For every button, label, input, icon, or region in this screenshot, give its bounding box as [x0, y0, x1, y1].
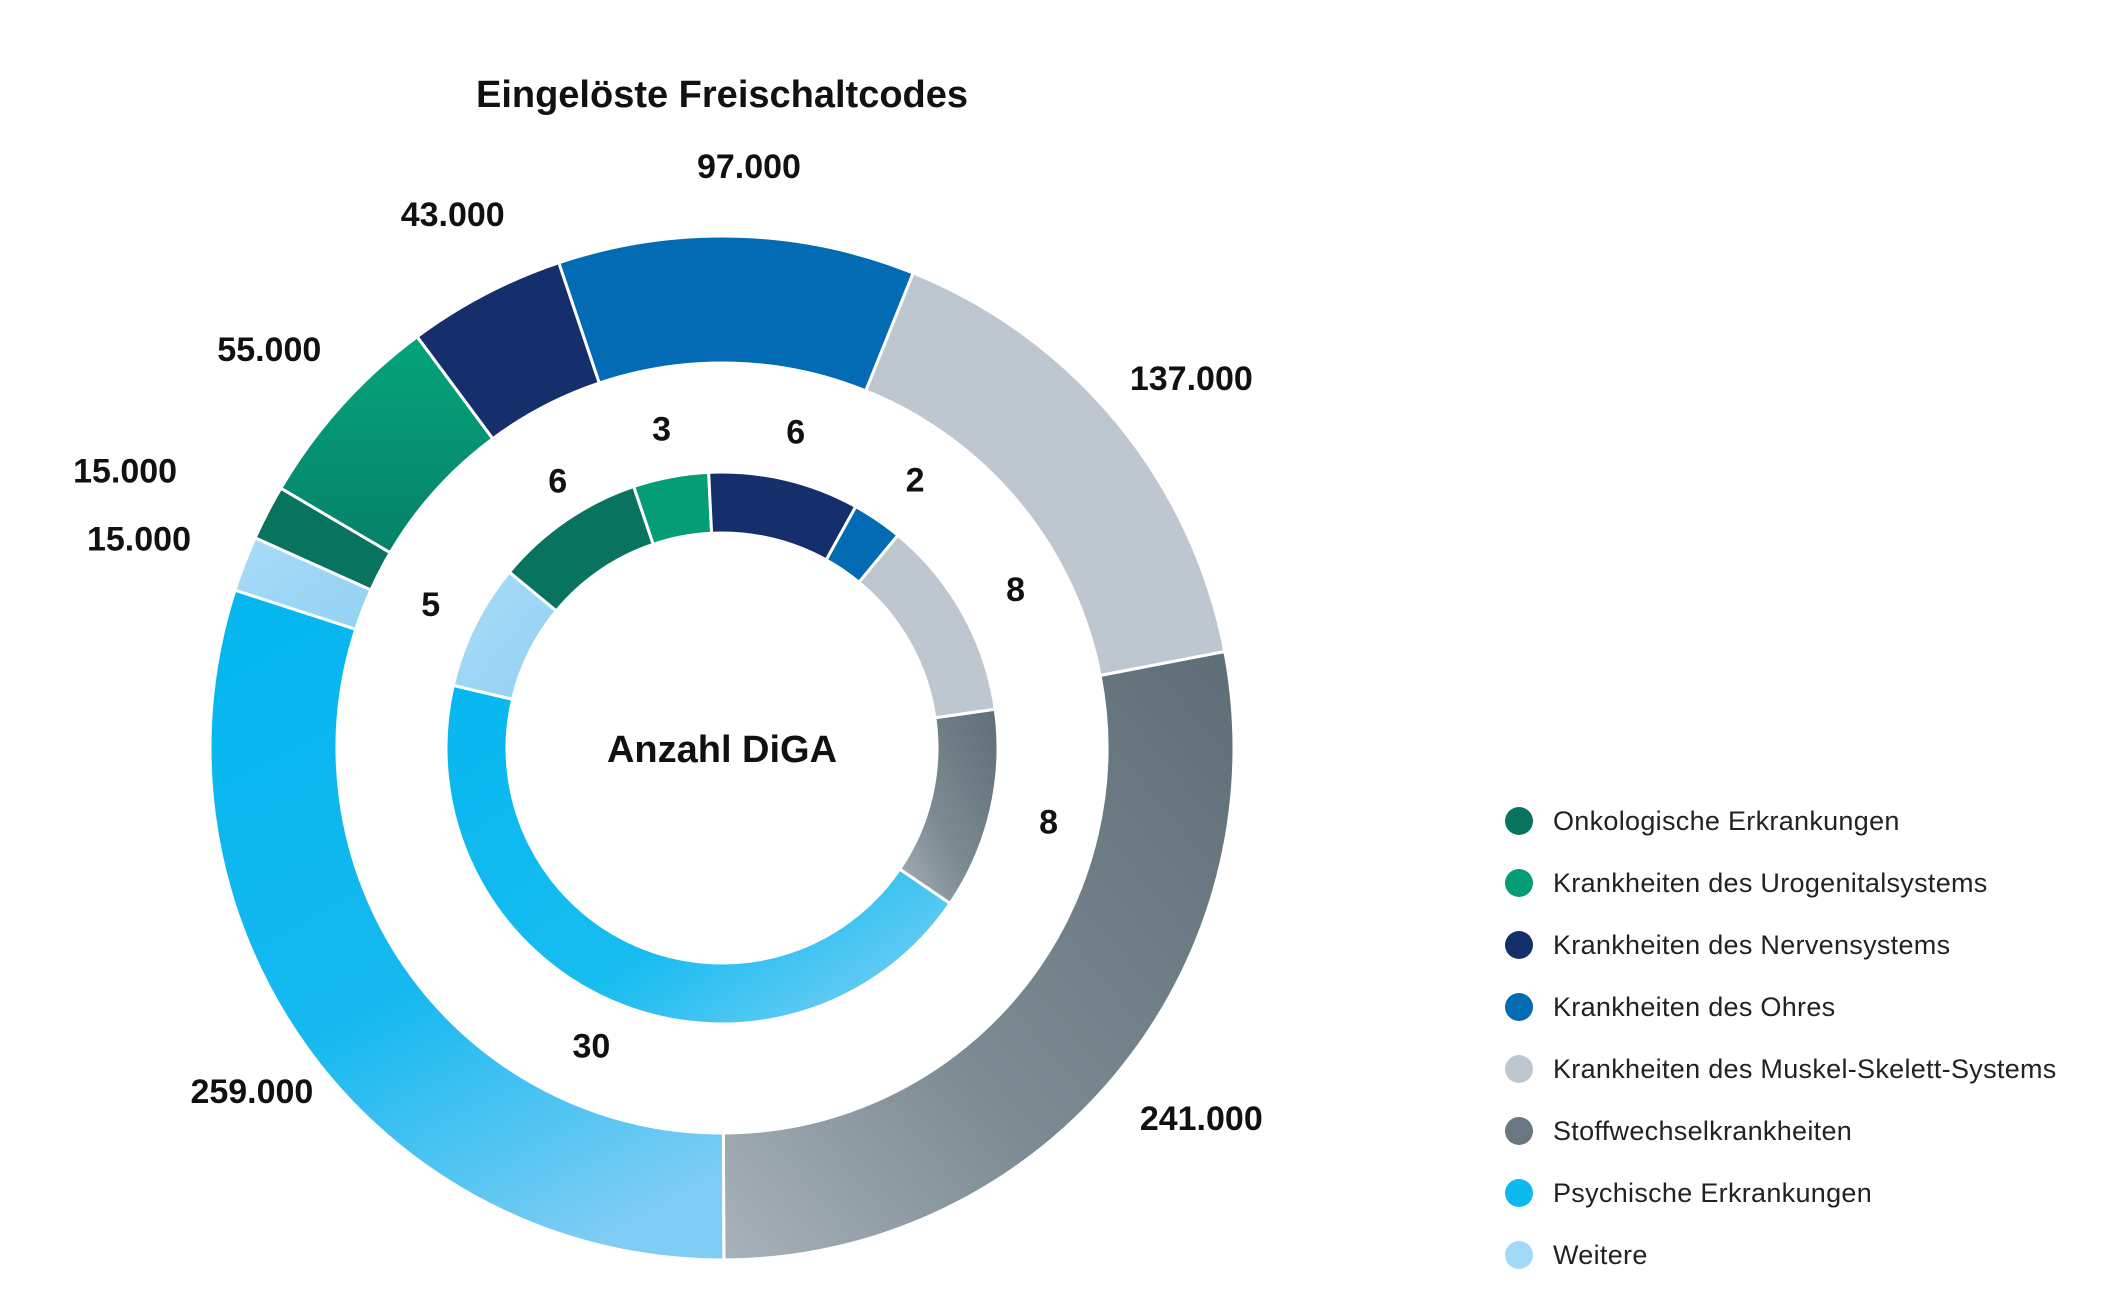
legend-swatch — [1505, 869, 1533, 897]
outer-ring-label-krankheiten-des-muskel-skelett-systems: 137.000 — [1130, 360, 1253, 398]
center-label: Anzahl DiGA — [607, 729, 837, 771]
inner-ring-labels: 6 3 6 2 8 8 30 5 — [421, 411, 1058, 1066]
legend-label: Krankheiten des Ohres — [1553, 991, 1836, 1022]
inner-ring-label-krankheiten-des-nervensystems: 6 — [786, 413, 805, 451]
legend-swatch — [1505, 1117, 1533, 1145]
legend: Onkologische Erkrankungen Krankheiten des… — [1505, 790, 2057, 1286]
outer-ring-label-krankheiten-des-nervensystems: 43.000 — [401, 196, 505, 234]
legend-swatch — [1505, 1055, 1533, 1083]
outer-ring-slice-psychische-erkrankungen — [208, 588, 726, 1262]
inner-ring-slice-psychische-erkrankungen — [444, 683, 953, 1026]
inner-ring-slice-stoffwechselkrankheiten — [897, 707, 1000, 906]
legend-label: Stoffwechselkrankheiten — [1553, 1115, 1853, 1146]
legend-label: Onkologische Erkrankungen — [1553, 805, 1900, 836]
chart-title: Eingelöste Freischaltcodes — [476, 74, 968, 116]
legend-swatch — [1505, 993, 1533, 1021]
inner-ring-label-onkologische-erkrankungen: 6 — [548, 462, 567, 500]
inner-ring-slice-weitere — [451, 570, 559, 702]
legend-swatch — [1505, 1179, 1533, 1207]
outer-ring-label-onkologische-erkrankungen: 15.000 — [73, 453, 177, 491]
legend-label: Krankheiten des Nervensystems — [1553, 929, 1951, 960]
legend-label: Krankheiten des Muskel-Skelett-Systems — [1553, 1053, 2057, 1084]
legend-item-krankheiten-des-ohres: Krankheiten des Ohres — [1505, 976, 2057, 1038]
inner-ring-label-krankheiten-des-urogenitalsystems: 3 — [652, 411, 671, 449]
outer-ring-slice-weitere — [233, 535, 373, 632]
inner-ring-label-stoffwechselkrankheiten: 8 — [1039, 804, 1058, 842]
legend-swatch — [1505, 931, 1533, 959]
outer-ring-label-krankheiten-des-urogenitalsystems: 55.000 — [217, 331, 321, 369]
legend-swatch — [1505, 1241, 1533, 1269]
legend-label: Weitere — [1553, 1239, 1648, 1270]
inner-ring-label-psychische-erkrankungen: 30 — [572, 1028, 610, 1066]
inner-ring-slice-krankheiten-des-muskel-skelett-systems — [856, 533, 997, 720]
inner-ring-label-weitere: 5 — [421, 586, 440, 624]
outer-ring-label-krankheiten-des-ohres: 97.000 — [697, 148, 801, 186]
legend-label: Psychische Erkrankungen — [1553, 1177, 1873, 1208]
legend-item-stoffwechselkrankheiten: Stoffwechselkrankheiten — [1505, 1100, 2057, 1162]
inner-ring — [444, 470, 1000, 1026]
inner-ring-label-krankheiten-des-ohres: 2 — [906, 461, 925, 499]
outer-ring-slice-stoffwechselkrankheiten — [721, 649, 1236, 1262]
legend-swatch — [1505, 807, 1533, 835]
outer-ring-label-psychische-erkrankungen: 259.000 — [190, 1073, 313, 1111]
outer-ring-label-weitere: 15.000 — [87, 521, 191, 559]
legend-item-psychische-erkrankungen: Psychische Erkrankungen — [1505, 1162, 2057, 1224]
legend-item-krankheiten-des-nervensystems: Krankheiten des Nervensystems — [1505, 914, 2057, 976]
legend-item-weitere: Weitere — [1505, 1224, 2057, 1286]
outer-ring-slice-krankheiten-des-ohres — [556, 234, 916, 393]
outer-ring-label-stoffwechselkrankheiten: 241.000 — [1140, 1100, 1263, 1138]
legend-item-krankheiten-des-muskel-skelett-systems: Krankheiten des Muskel-Skelett-Systems — [1505, 1038, 2057, 1100]
legend-label: Krankheiten des Urogenitalsystems — [1553, 867, 1988, 898]
inner-ring-label-krankheiten-des-muskel-skelett-systems: 8 — [1006, 571, 1025, 609]
outer-ring — [208, 234, 1236, 1262]
legend-item-onkologische-erkrankungen: Onkologische Erkrankungen — [1505, 790, 2057, 852]
outer-ring-labels: 15.00055.00043.00097.000137.000241.00025… — [73, 148, 1263, 1138]
legend-item-krankheiten-des-urogenitalsystems: Krankheiten des Urogenitalsystems — [1505, 852, 2057, 914]
